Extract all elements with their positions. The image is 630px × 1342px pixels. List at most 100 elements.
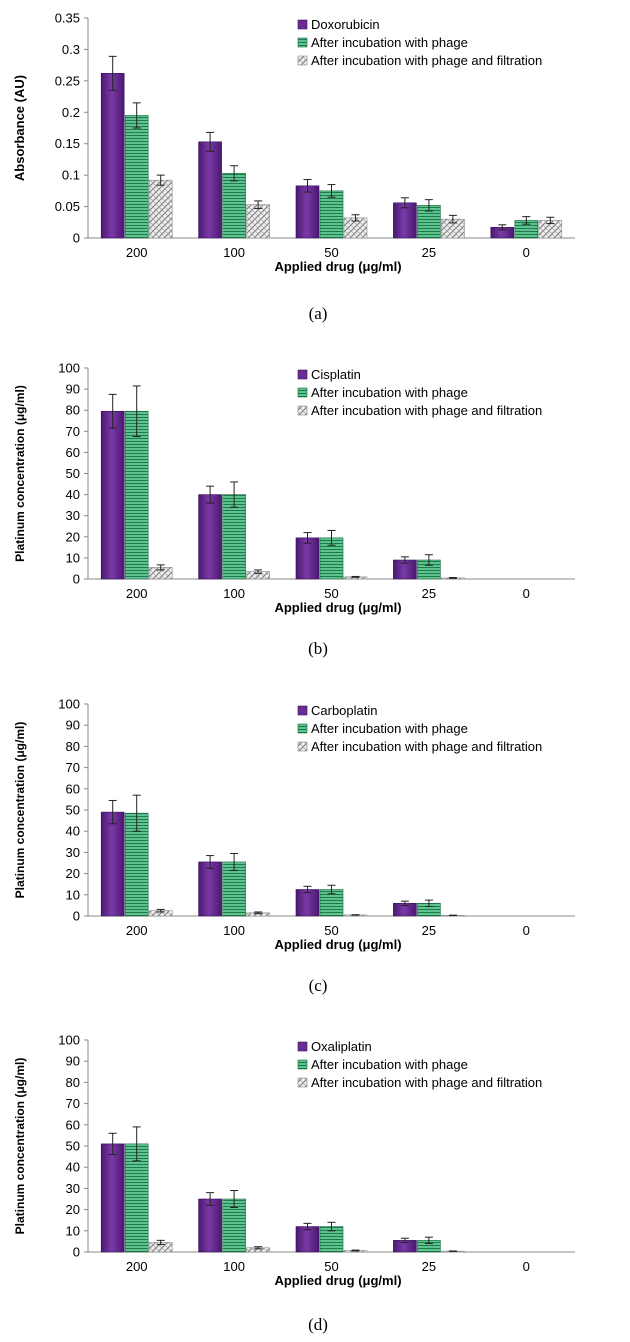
- x-tick-label: 25: [422, 245, 436, 260]
- error-bar-0-1: [206, 855, 215, 869]
- legend-label-2: After incubation with phage and filtrati…: [311, 403, 542, 418]
- error-bar-2-2: [351, 575, 360, 578]
- x-tick-label: 25: [422, 923, 436, 938]
- legend-swatch-2: [297, 55, 308, 66]
- bar-0-2: [295, 889, 320, 917]
- error-bar-2-0: [156, 1239, 165, 1246]
- y-axis-title: Absorbance (AU): [12, 75, 27, 181]
- y-tick-label: 80: [66, 1075, 80, 1090]
- error-bar-1-1: [230, 481, 239, 508]
- legend-swatch-1: [297, 387, 308, 398]
- x-tick-label: 100: [223, 1259, 245, 1274]
- legend-label-1: After incubation with phage: [311, 385, 468, 400]
- error-bar-2-3: [448, 214, 457, 224]
- legend-swatch-2: [297, 1077, 308, 1088]
- y-tick-label: 60: [66, 781, 80, 796]
- y-tick-label: 0: [73, 909, 80, 924]
- error-bar-2-3: [448, 577, 457, 579]
- legend-label-2: After incubation with phage and filtrati…: [311, 739, 542, 754]
- y-tick-label: 80: [66, 403, 80, 418]
- error-bar-1-3: [424, 1236, 433, 1245]
- bar-2-1: [246, 204, 270, 239]
- y-tick-label: 20: [66, 1202, 80, 1217]
- legend-label-1: After incubation with phage: [311, 35, 468, 50]
- y-tick-label: 50: [66, 466, 80, 481]
- x-tick-label: 200: [126, 245, 148, 260]
- y-tick-label: 90: [66, 382, 80, 397]
- y-tick-label: 80: [66, 739, 80, 754]
- bar-0-2: [295, 185, 320, 239]
- legend-label-0: Cisplatin: [311, 367, 361, 382]
- error-bar-1-0: [132, 102, 141, 129]
- x-tick-label: 25: [422, 1259, 436, 1274]
- error-bar-0-4: [498, 224, 507, 231]
- legend-swatch-1: [297, 37, 308, 48]
- bar-0-1: [198, 1198, 222, 1253]
- legend-label-1: After incubation with phage: [311, 721, 468, 736]
- chart-panel-a: 0 0.05 0.1 0.15 0.2 0.25 0.3 0.35 Absorbance (AU…: [12, 11, 575, 323]
- bar-0-0: [100, 811, 125, 917]
- error-bar-0-3: [400, 556, 409, 564]
- x-tick-label: 100: [223, 245, 245, 260]
- y-tick-label: 10: [66, 887, 80, 902]
- y-tick-label: 20: [66, 866, 80, 881]
- y-tick-label: 0.25: [55, 73, 80, 88]
- error-bar-1-2: [327, 884, 336, 895]
- error-bar-0-1: [206, 1192, 215, 1206]
- error-bar-2-2: [351, 214, 360, 222]
- error-bar-0-3: [400, 1237, 409, 1243]
- legend-label-0: Carboplatin: [311, 703, 378, 718]
- legend-swatch-0: [297, 705, 308, 716]
- legend-label-2: After incubation with phage and filtrati…: [311, 53, 542, 68]
- y-tick-label: 10: [66, 550, 80, 565]
- y-tick-label: 40: [66, 1160, 80, 1175]
- y-axis-title: Platinum concentration (μg/ml): [13, 722, 27, 899]
- error-bar-0-0: [108, 1132, 117, 1155]
- error-bar-1-4: [522, 216, 531, 225]
- bar-1-0: [124, 115, 149, 239]
- legend-swatch-1: [297, 1059, 308, 1070]
- y-tick-label: 0.05: [55, 199, 80, 214]
- y-axis-title: Platinum concentration (μg/ml): [13, 385, 27, 562]
- bar-1-1: [222, 172, 246, 239]
- error-bar-2-1: [254, 569, 263, 574]
- chart-panel-d: 0 10 20 30 40 50 60 70 80 90 100 Platinum concentra…: [13, 1033, 575, 1334]
- error-bar-1-0: [132, 1126, 141, 1162]
- error-bar-0-0: [108, 799, 117, 825]
- legend-swatch-1: [297, 723, 308, 734]
- error-bar-0-3: [400, 900, 409, 906]
- y-tick-label: 60: [66, 445, 80, 460]
- y-tick-label: 0.35: [55, 11, 80, 26]
- x-tick-label: 200: [126, 1259, 148, 1274]
- y-tick-label: 40: [66, 824, 80, 839]
- error-bar-1-1: [230, 852, 239, 871]
- y-tick-label: 50: [66, 1139, 80, 1154]
- y-tick-label: 40: [66, 487, 80, 502]
- error-bar-0-0: [108, 393, 117, 429]
- y-tick-label: 70: [66, 1096, 80, 1111]
- x-axis-title: Applied drug (μg/ml): [274, 1273, 401, 1288]
- y-tick-label: 70: [66, 760, 80, 775]
- x-axis-title: Applied drug (μg/ml): [274, 600, 401, 615]
- legend-swatch-0: [297, 1041, 308, 1052]
- bar-0-2: [295, 1226, 320, 1253]
- error-bar-0-1: [206, 485, 215, 504]
- legend-swatch-0: [297, 369, 308, 380]
- y-tick-label: 100: [58, 1033, 80, 1048]
- legend-swatch-2: [297, 741, 308, 752]
- error-bar-0-1: [206, 131, 215, 152]
- error-bar-1-3: [424, 899, 433, 907]
- y-tick-label: 60: [66, 1117, 80, 1132]
- bar-0-0: [100, 1143, 125, 1253]
- x-tick-label: 50: [324, 586, 338, 601]
- error-bar-1-0: [132, 794, 141, 832]
- error-bar-2-1: [254, 200, 263, 209]
- y-tick-label: 0.2: [62, 105, 80, 120]
- bar-0-1: [198, 861, 222, 917]
- x-tick-label: 200: [126, 923, 148, 938]
- y-tick-label: 100: [58, 697, 80, 712]
- x-tick-label: 0: [523, 586, 530, 601]
- y-tick-label: 100: [58, 361, 80, 376]
- y-tick-label: 50: [66, 803, 80, 818]
